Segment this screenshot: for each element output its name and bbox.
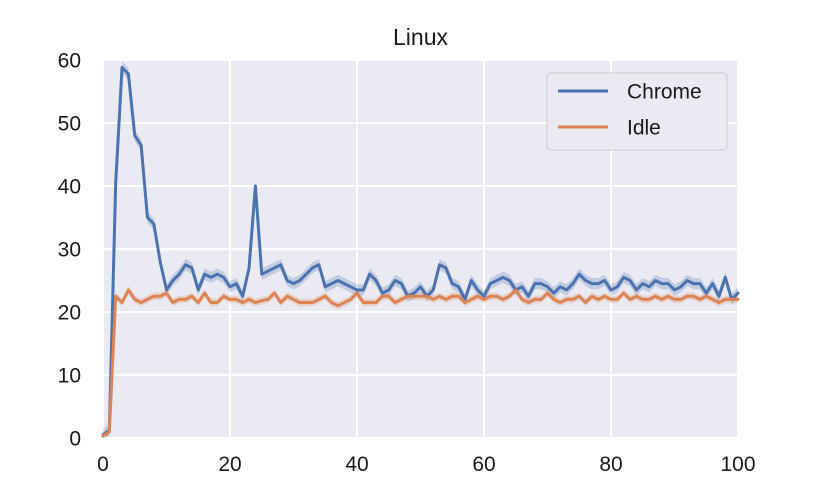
y-tick-label: 0: [69, 428, 81, 451]
chart-title: Linux: [393, 24, 448, 50]
tick-labels: 0 20 40 60 80 100 0 10 20 30 40 50 60: [58, 50, 756, 477]
idle-series-line: [101, 288, 740, 438]
confidence-bands: [103, 61, 738, 438]
y-tick-label: 20: [58, 302, 81, 325]
legend-label-idle: Idle: [627, 117, 661, 140]
y-tick-label: 40: [58, 176, 81, 199]
x-tick-label: 20: [218, 453, 241, 476]
y-tick-label: 60: [58, 50, 81, 73]
x-tick-label: 40: [345, 453, 368, 476]
x-tick-label: 100: [720, 453, 755, 476]
grid-lines: [102, 59, 739, 439]
chart-legend: Chrome Idle: [546, 72, 728, 151]
x-tick-label: 60: [472, 453, 495, 476]
y-tick-label: 10: [58, 365, 81, 388]
x-tick-label: 80: [599, 453, 622, 476]
idle-confidence-band: [103, 286, 738, 438]
x-tick-label: 0: [97, 453, 109, 476]
series-lines: [101, 66, 740, 438]
chrome-series-line: [101, 66, 740, 437]
legend-label-chrome: Chrome: [627, 81, 702, 104]
y-tick-label: 30: [58, 239, 81, 262]
y-tick-label: 50: [58, 113, 81, 136]
